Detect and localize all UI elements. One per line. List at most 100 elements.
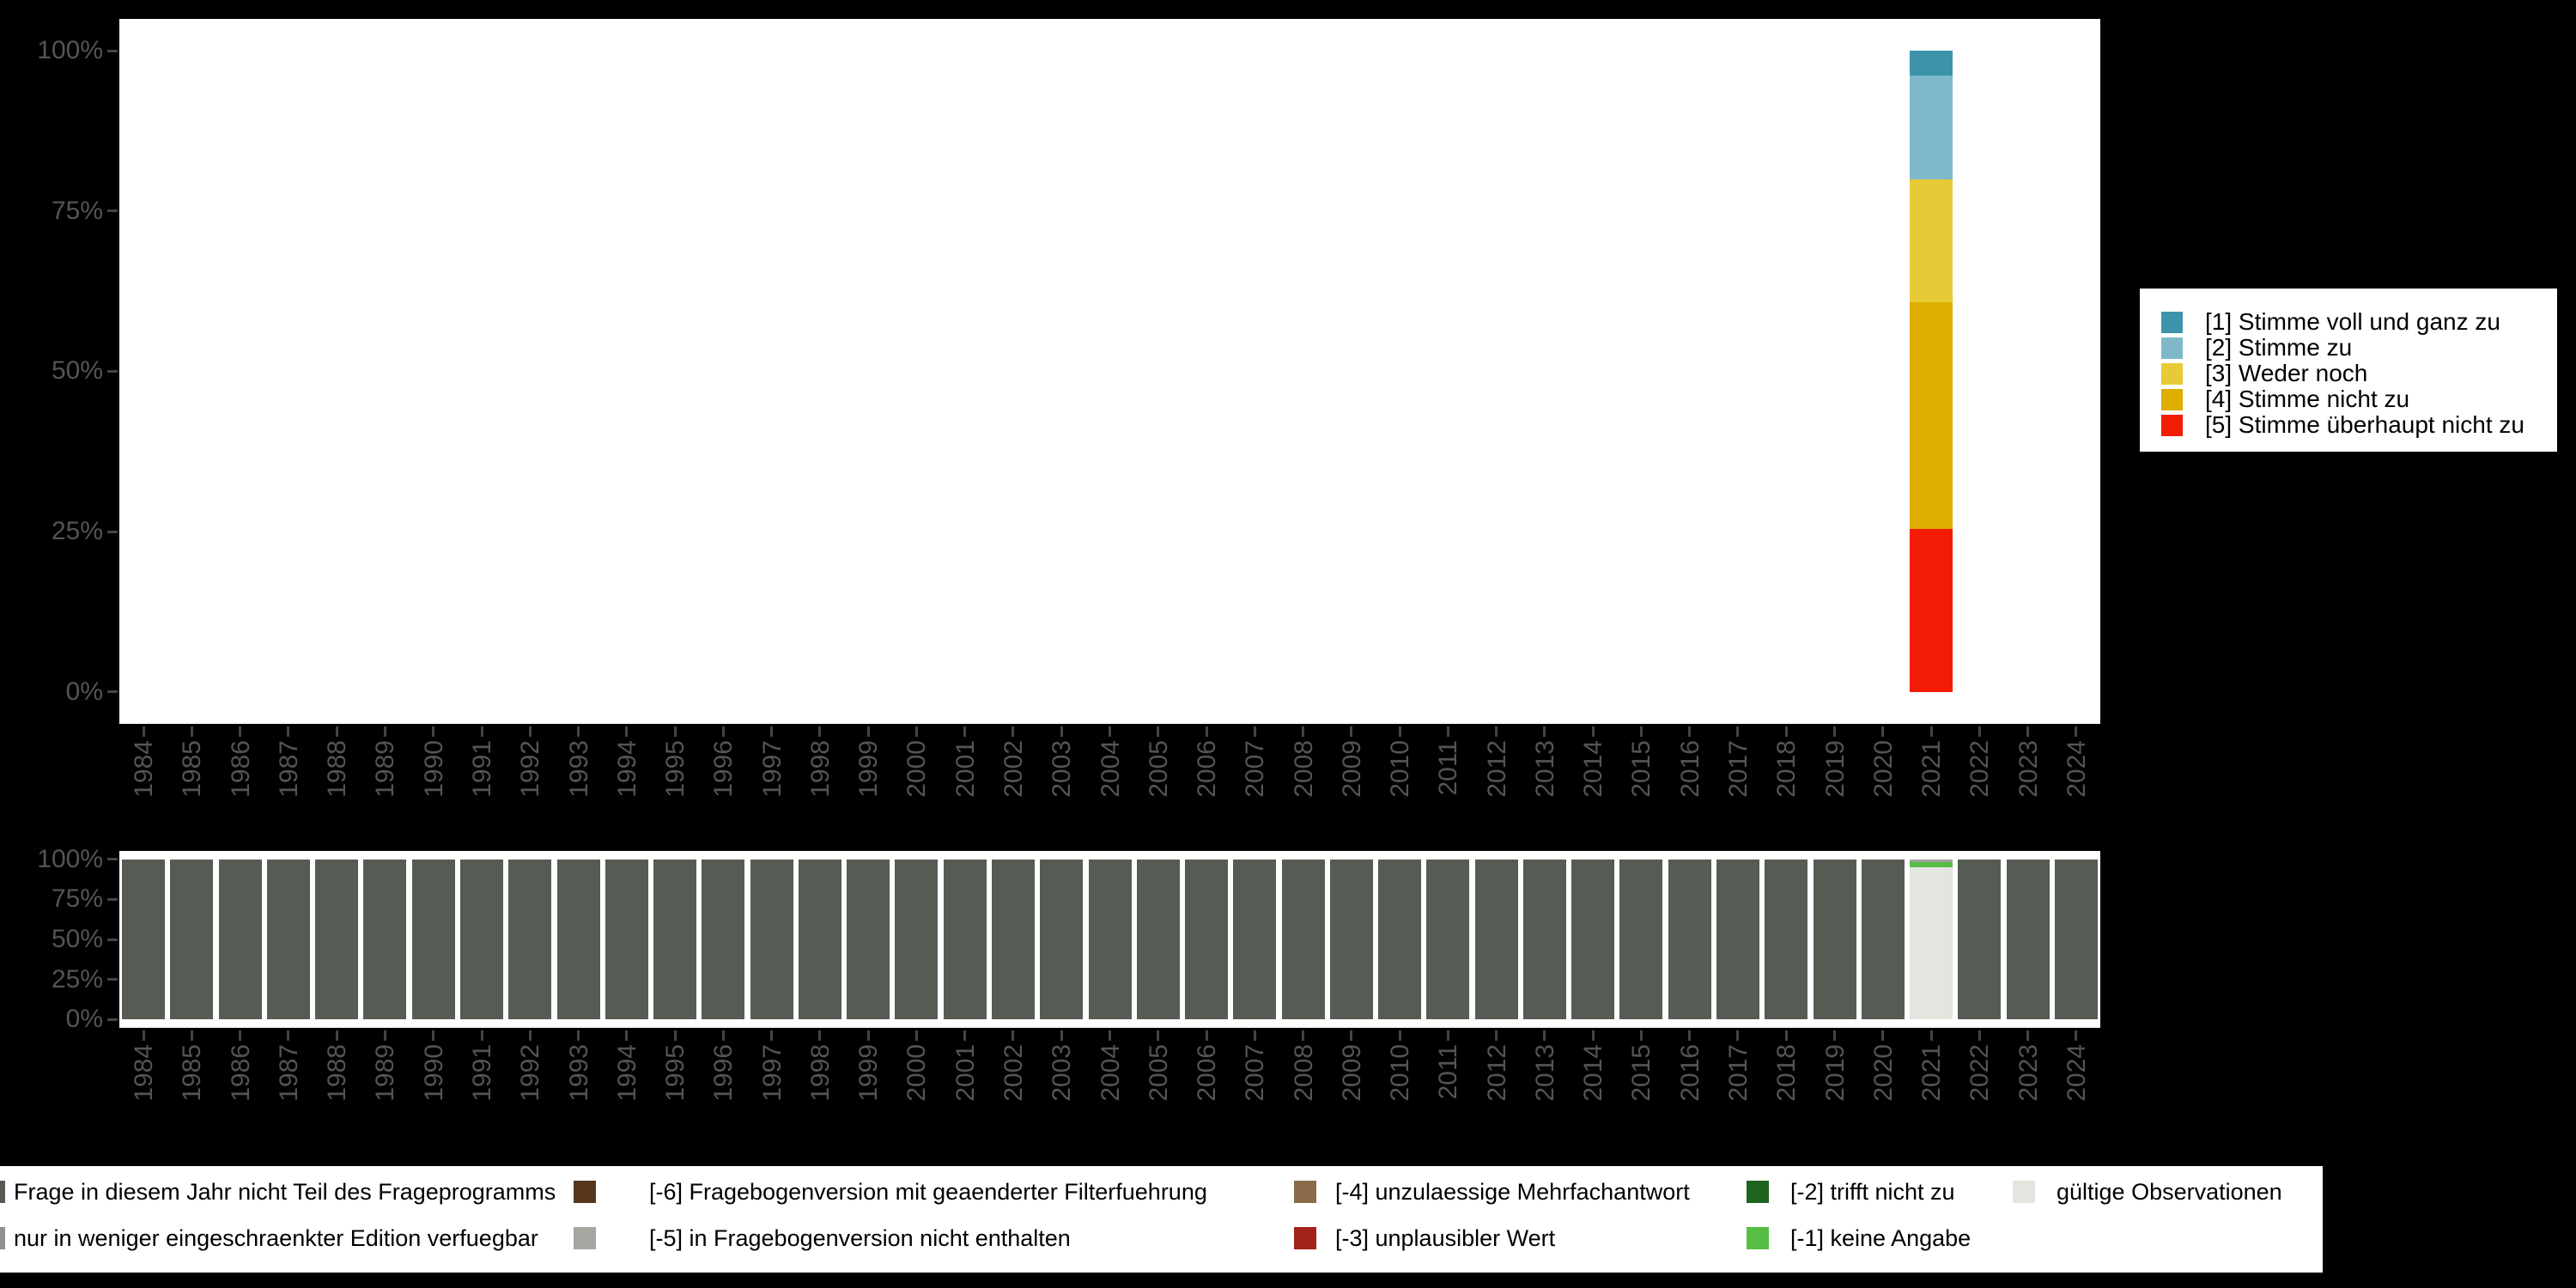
x-axis-tick xyxy=(383,1030,386,1041)
bar-segment-2021 xyxy=(1910,859,1953,863)
x-axis-label-year: 2005 xyxy=(1144,740,1173,798)
y-axis-tick xyxy=(107,690,118,694)
x-axis-tick xyxy=(2026,1030,2030,1041)
main-chart-panel xyxy=(119,19,2100,724)
x-axis-label-year: 1986 xyxy=(226,1044,255,1102)
legend-item-label: [1] Stimme voll und ganz zu xyxy=(2205,308,2500,335)
x-axis-tick xyxy=(1784,1030,1788,1041)
missing-codes-legend: Frage in diesem Jahr nicht Teil des Frag… xyxy=(0,1166,2323,1273)
x-axis-tick xyxy=(914,726,918,737)
legend-item-label: [2] Stimme zu xyxy=(2205,334,2353,361)
y-axis-label: 75% xyxy=(51,884,103,914)
bar-segment-2024 xyxy=(2054,859,2098,1020)
bar-segment-2001 xyxy=(943,859,987,1020)
bar-segment-2010 xyxy=(1378,859,1422,1020)
x-axis-tick xyxy=(770,726,774,737)
y-axis-label: 25% xyxy=(51,964,103,993)
bar-segment-1992 xyxy=(508,859,552,1020)
x-axis-tick xyxy=(480,726,483,737)
bar-segment-2021 xyxy=(1910,529,1953,692)
x-axis-tick xyxy=(432,1030,435,1041)
x-axis-label-year: 2003 xyxy=(1048,1044,1077,1102)
x-axis-label-year: 2010 xyxy=(1386,740,1415,798)
x-axis-tick xyxy=(1736,726,1740,737)
x-axis-tick xyxy=(1302,726,1305,737)
bar-segment-2021 xyxy=(1910,76,1953,180)
x-axis-label-year: 2005 xyxy=(1144,1044,1173,1102)
x-axis-tick xyxy=(963,1030,967,1041)
x-axis-label-year: 1985 xyxy=(178,1044,207,1102)
x-axis-label-year: 2022 xyxy=(1965,740,1995,798)
x-axis-label-year: 2000 xyxy=(902,1044,932,1102)
x-axis-label-year: 1984 xyxy=(130,1044,159,1102)
x-axis-tick xyxy=(1639,726,1643,737)
x-axis-tick xyxy=(1302,1030,1305,1041)
x-axis-label-year: 1989 xyxy=(371,1044,400,1102)
bar-segment-2008 xyxy=(1281,859,1325,1020)
missing-legend-swatch xyxy=(574,1181,596,1203)
x-axis-tick xyxy=(1978,1030,1981,1041)
x-axis-label-year: 1998 xyxy=(805,740,835,798)
x-axis-tick xyxy=(914,1030,918,1041)
x-axis-tick xyxy=(1446,1030,1449,1041)
missing-legend-label: [-5] in Fragebogenversion nicht enthalte… xyxy=(649,1225,1071,1251)
bar-segment-1998 xyxy=(798,859,841,1020)
x-axis-label-year: 2021 xyxy=(1917,1044,1947,1102)
x-axis-tick xyxy=(721,1030,725,1041)
bar-segment-1988 xyxy=(315,859,359,1020)
x-axis-tick xyxy=(1060,726,1063,737)
bar-segment-2006 xyxy=(1185,859,1229,1020)
x-axis-tick xyxy=(335,726,338,737)
x-axis-tick xyxy=(1833,1030,1837,1041)
x-axis-label-year: 2020 xyxy=(1868,1044,1898,1102)
x-axis-tick xyxy=(1639,1030,1643,1041)
x-axis-label-year: 2024 xyxy=(2062,1044,2091,1102)
x-axis-label-year: 2016 xyxy=(1675,1044,1704,1102)
x-axis-tick xyxy=(2075,1030,2078,1041)
x-axis-tick xyxy=(190,1030,193,1041)
x-axis-label-year: 1992 xyxy=(516,1044,545,1102)
x-axis-tick xyxy=(1060,1030,1063,1041)
x-axis-tick xyxy=(673,726,677,737)
x-axis-tick xyxy=(287,726,290,737)
x-axis-label-year: 2013 xyxy=(1530,1044,1559,1102)
x-axis-tick xyxy=(2026,726,2030,737)
bar-segment-2014 xyxy=(1571,859,1615,1020)
bar-segment-1989 xyxy=(363,859,407,1020)
legend-item: [3] Weder noch xyxy=(2161,360,2368,386)
legend-item: [1] Stimme voll und ganz zu xyxy=(2161,308,2500,335)
x-axis-tick xyxy=(1688,1030,1692,1041)
x-axis-tick xyxy=(1929,1030,1933,1041)
legend-item-label: [3] Weder noch xyxy=(2205,360,2368,386)
missing-legend-swatch xyxy=(2013,1181,2035,1203)
bar-segment-1984 xyxy=(122,859,166,1020)
x-axis-label-year: 1992 xyxy=(516,740,545,798)
x-axis-tick xyxy=(480,1030,483,1041)
legend-key-swatch xyxy=(2161,388,2183,410)
y-axis-label: 0% xyxy=(65,1005,103,1034)
bar-segment-1985 xyxy=(170,859,214,1020)
missing-legend-label: gültige Observationen xyxy=(2057,1179,2282,1205)
x-axis-tick xyxy=(1253,1030,1256,1041)
bar-segment-1997 xyxy=(750,859,793,1020)
y-axis-tick xyxy=(107,369,118,373)
x-axis-label-year: 1987 xyxy=(274,1044,303,1102)
x-axis-label-year: 1993 xyxy=(564,740,593,798)
x-axis-label-year: 1995 xyxy=(661,740,690,798)
x-axis-tick xyxy=(239,1030,242,1041)
bar-segment-2013 xyxy=(1522,859,1566,1020)
bar-segment-1999 xyxy=(847,859,890,1020)
x-axis-label-year: 1988 xyxy=(323,740,352,798)
bar-segment-2009 xyxy=(1329,859,1373,1020)
x-axis-tick xyxy=(142,1030,145,1041)
y-axis-tick xyxy=(107,210,118,213)
missing-legend-swatch xyxy=(1294,1181,1316,1203)
x-axis-label-year: 2006 xyxy=(1193,1044,1222,1102)
legend-item: [5] Stimme überhaupt nicht zu xyxy=(2161,411,2524,438)
x-axis-label-year: 1998 xyxy=(805,1044,835,1102)
bar-segment-2016 xyxy=(1668,859,1711,1020)
x-axis-label-year: 2014 xyxy=(1579,740,1608,798)
bar-segment-1990 xyxy=(411,859,455,1020)
bar-segment-2012 xyxy=(1474,859,1518,1020)
x-axis-label-year: 2017 xyxy=(1723,740,1753,798)
